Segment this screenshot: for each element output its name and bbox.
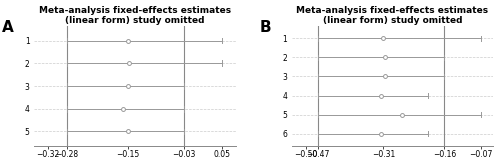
Text: B: B [260,20,271,35]
Title: Meta-analysis fixed-effects estimates
(linear form) study omitted: Meta-analysis fixed-effects estimates (l… [296,6,488,25]
Text: A: A [2,20,13,35]
Title: Meta-analysis fixed-effects estimates
(linear form) study omitted: Meta-analysis fixed-effects estimates (l… [38,6,230,25]
